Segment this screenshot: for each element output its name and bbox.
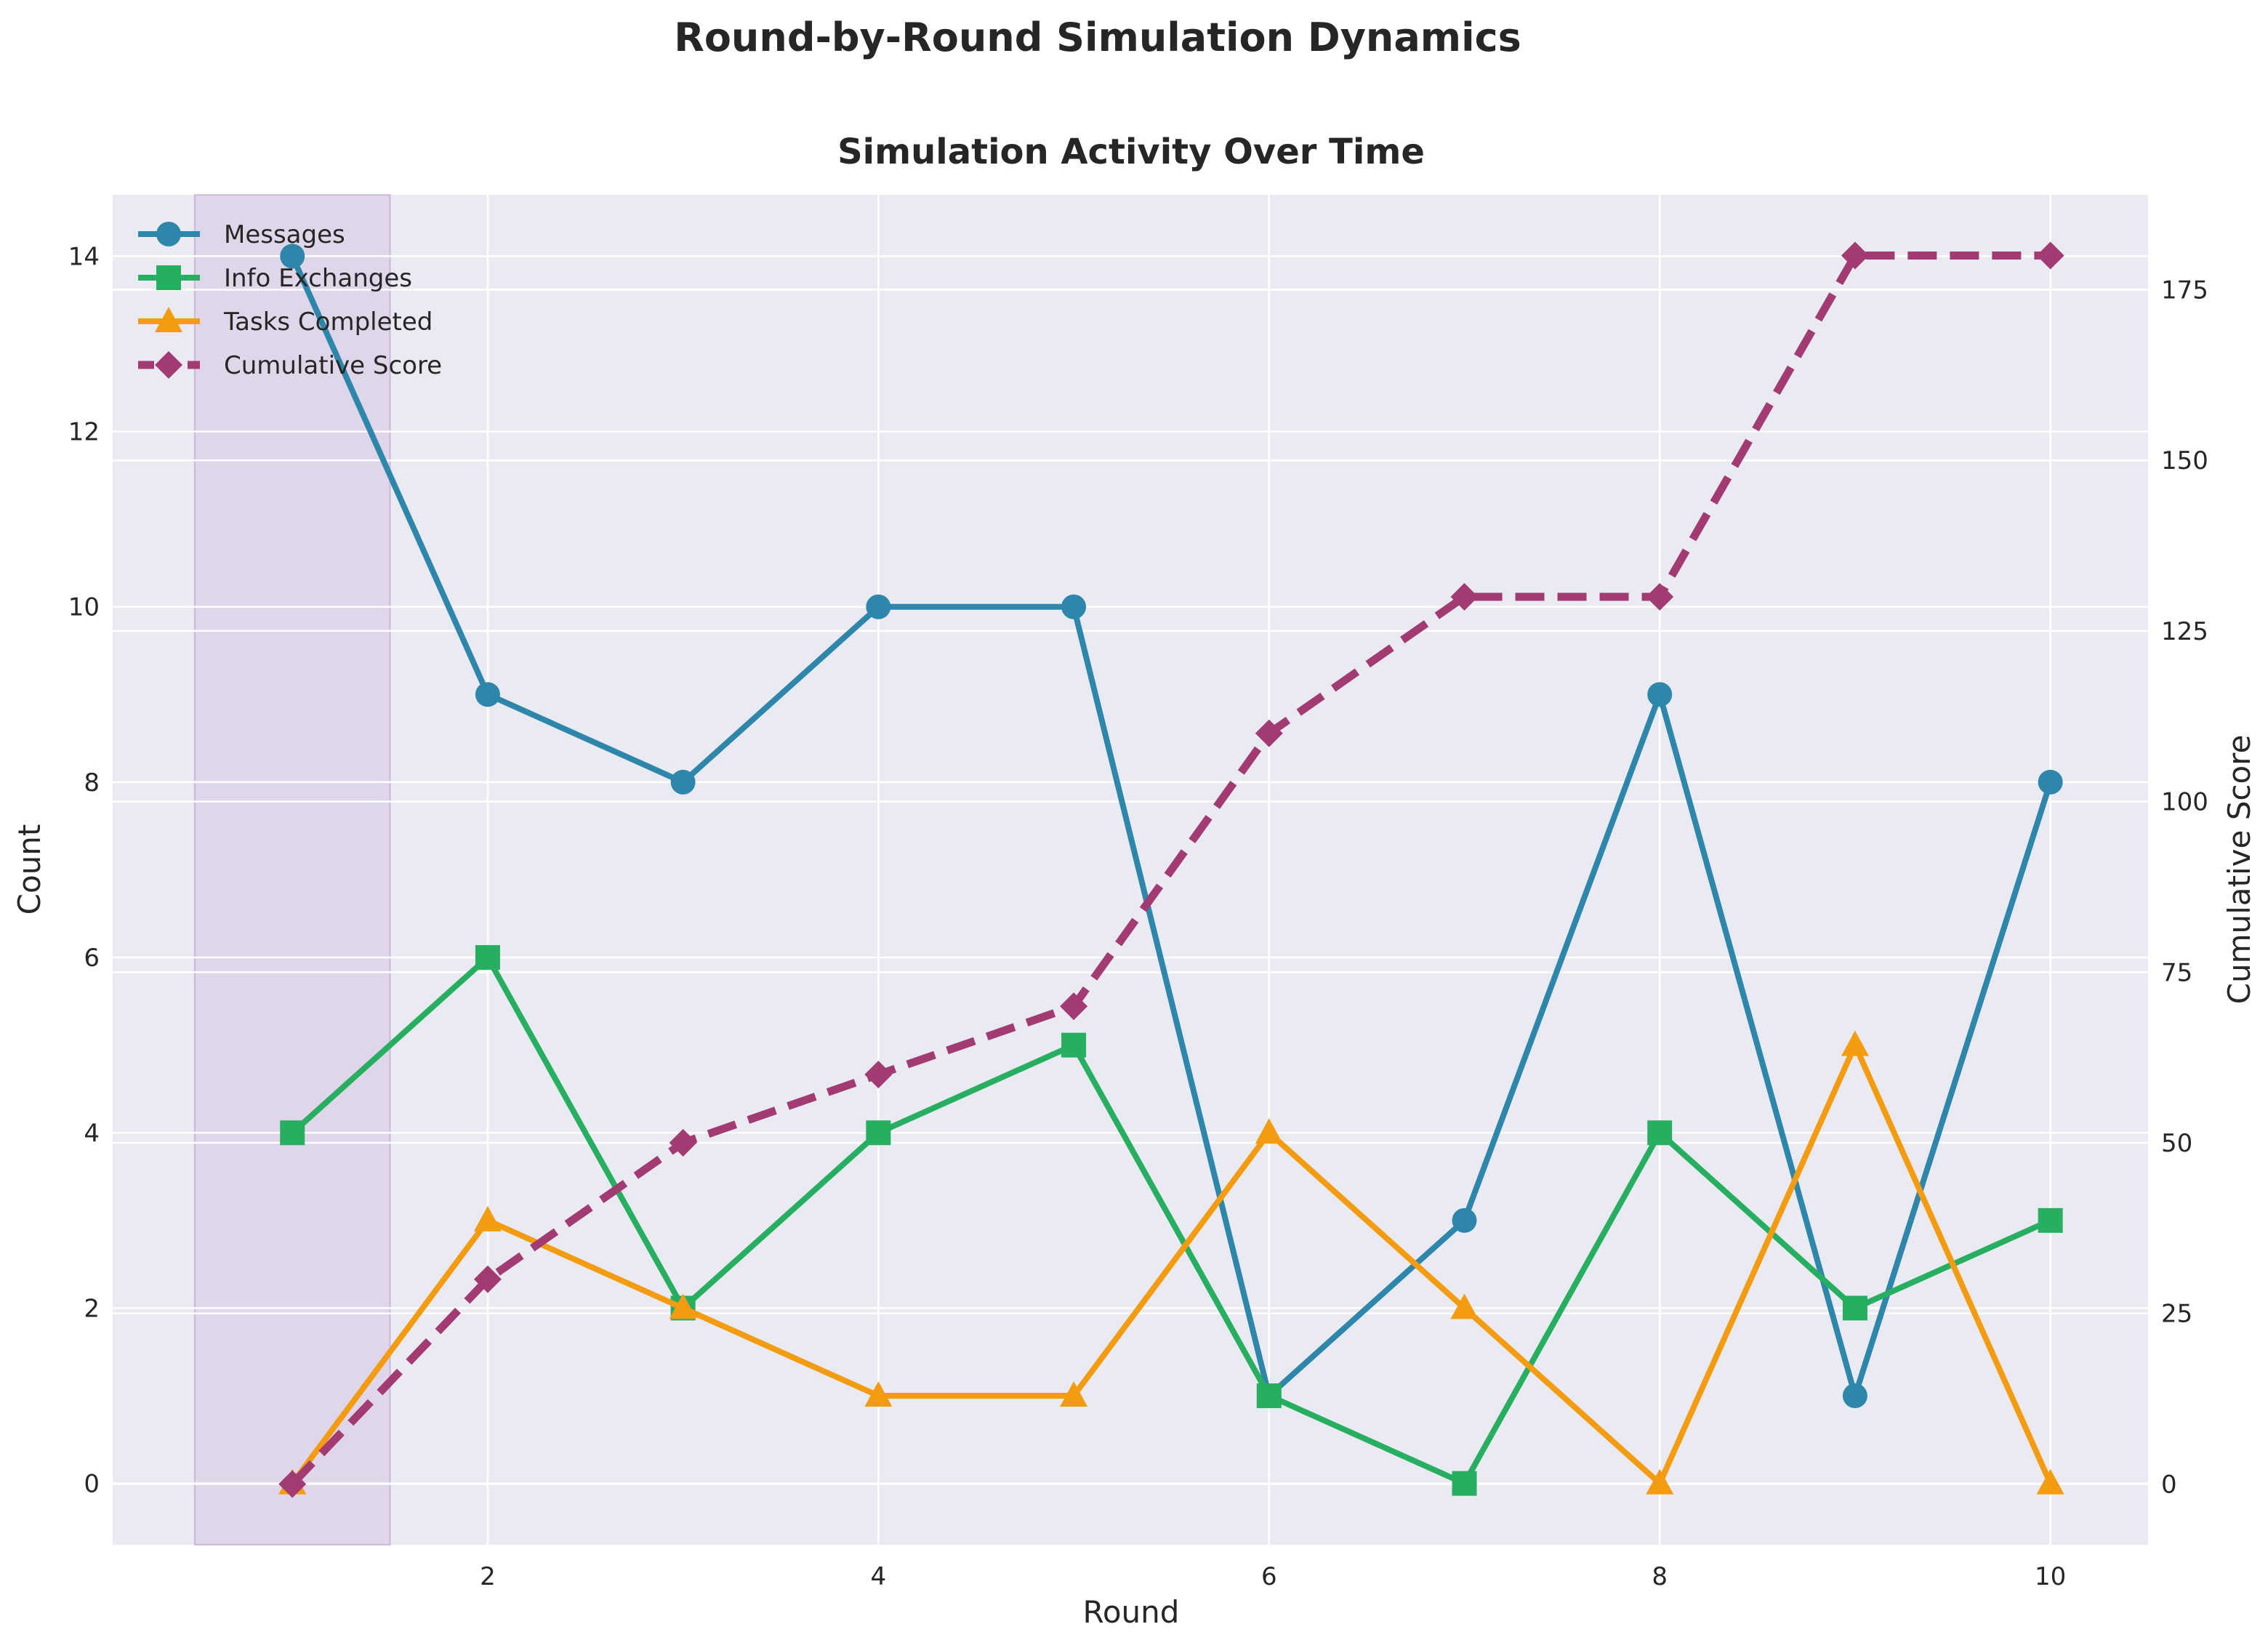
x-tick-label: 4 xyxy=(871,1562,887,1591)
y-right-tick-label: 125 xyxy=(2161,617,2208,646)
y-tick-label: 0 xyxy=(84,1470,100,1499)
y-tick-label: 10 xyxy=(68,593,100,622)
data-point-info-exchanges xyxy=(1452,1471,1477,1496)
x-tick-label: 2 xyxy=(480,1562,496,1591)
y-tick-label: 14 xyxy=(68,242,100,271)
x-axis-label: Round xyxy=(1083,1594,1180,1630)
y-right-tick-label: 100 xyxy=(2161,788,2208,817)
figure-suptitle: Round-by-Round Simulation Dynamics xyxy=(674,15,1521,60)
data-point-messages xyxy=(671,770,696,795)
y-tick-label: 2 xyxy=(84,1294,100,1323)
y-right-tick-label: 25 xyxy=(2161,1300,2192,1329)
y-tick-label: 8 xyxy=(84,768,100,797)
x-tick-label: 10 xyxy=(2035,1562,2066,1591)
y-right-tick-label: 0 xyxy=(2161,1470,2177,1499)
data-point-info-exchanges xyxy=(866,1120,890,1145)
data-point-messages xyxy=(475,682,500,707)
data-point-info-exchanges xyxy=(1647,1120,1672,1145)
chart-title: Simulation Activity Over Time xyxy=(837,132,1425,172)
legend-label-info-exchanges: Info Exchanges xyxy=(224,264,412,293)
data-point-messages xyxy=(1061,595,1086,619)
data-point-info-exchanges xyxy=(1061,1033,1086,1058)
y-tick-label: 12 xyxy=(68,418,100,447)
x-tick-label: 6 xyxy=(1261,1562,1277,1591)
data-point-messages xyxy=(1843,1383,1867,1408)
data-point-messages xyxy=(2038,770,2063,795)
x-tick-label: 8 xyxy=(1652,1562,1668,1591)
legend-label-cumulative-score: Cumulative Score xyxy=(224,351,442,380)
y-axis-label: Count xyxy=(12,824,47,915)
legend-marker-messages xyxy=(156,222,181,246)
data-point-messages xyxy=(866,595,890,619)
legend-label-messages: Messages xyxy=(224,220,345,249)
data-point-info-exchanges xyxy=(280,1120,305,1145)
data-point-messages xyxy=(1647,682,1672,707)
data-point-info-exchanges xyxy=(475,945,500,970)
legend-label-tasks-completed: Tasks Completed xyxy=(223,308,433,337)
highlight-span xyxy=(195,195,390,1545)
data-point-info-exchanges xyxy=(1257,1383,1282,1408)
y-tick-label: 6 xyxy=(84,944,100,973)
y-right-tick-label: 75 xyxy=(2161,958,2192,987)
y-right-tick-label: 50 xyxy=(2161,1129,2192,1158)
y-right-tick-label: 150 xyxy=(2161,446,2208,475)
y-tick-label: 4 xyxy=(84,1119,100,1148)
data-point-messages xyxy=(1452,1208,1477,1233)
data-point-info-exchanges xyxy=(2038,1208,2063,1233)
y-axis-right-label: Cumulative Score xyxy=(2221,735,2257,1005)
data-point-info-exchanges xyxy=(1843,1295,1867,1320)
legend-marker-info-exchanges xyxy=(156,265,181,290)
y-right-tick-label: 175 xyxy=(2161,276,2208,305)
